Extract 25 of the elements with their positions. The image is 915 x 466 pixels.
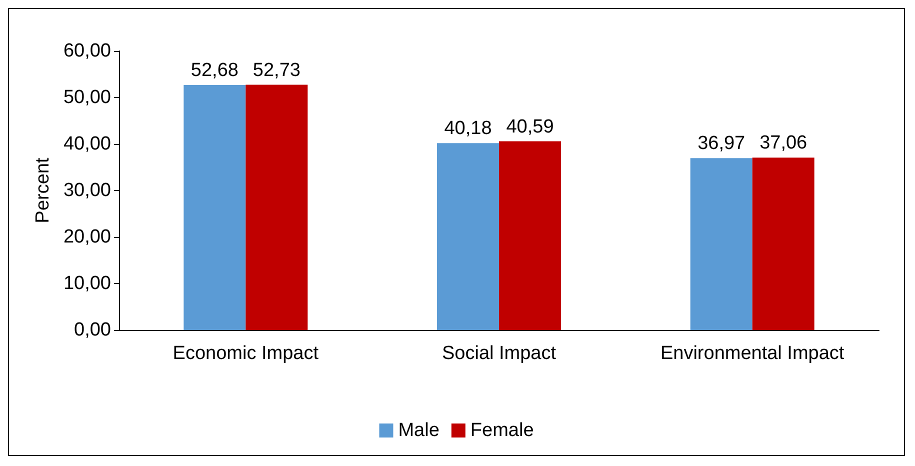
legend-label: Female	[470, 420, 534, 441]
bar	[437, 143, 499, 330]
bar	[752, 158, 814, 330]
bar	[246, 84, 308, 330]
x-tick-label: Social Impact	[442, 343, 557, 364]
x-tick-label: Economic Impact	[172, 343, 320, 364]
y-tick-label: 0,00	[74, 320, 111, 340]
bar	[184, 85, 246, 330]
data-label: 52,73	[252, 60, 300, 81]
data-label: 52,68	[190, 60, 238, 82]
x-tick-label: Environmental Impact	[660, 343, 845, 364]
bar	[690, 158, 752, 330]
legend-label: Male	[398, 420, 440, 441]
data-label: 40,59	[506, 116, 554, 138]
data-label: 36,97	[698, 133, 746, 154]
bar	[499, 141, 561, 330]
y-tick-label: 30,00	[63, 180, 111, 201]
data-label: 37,06	[760, 132, 808, 154]
y-axis-title: Percent	[32, 157, 54, 224]
y-tick-label: 40,00	[63, 134, 111, 154]
y-tick-label: 20,00	[63, 226, 111, 248]
y-tick-label: 10,00	[63, 273, 111, 294]
data-label: 40,18	[444, 118, 492, 140]
y-tick-label: 50,00	[63, 87, 111, 108]
y-tick-label: 60,00	[63, 40, 111, 62]
